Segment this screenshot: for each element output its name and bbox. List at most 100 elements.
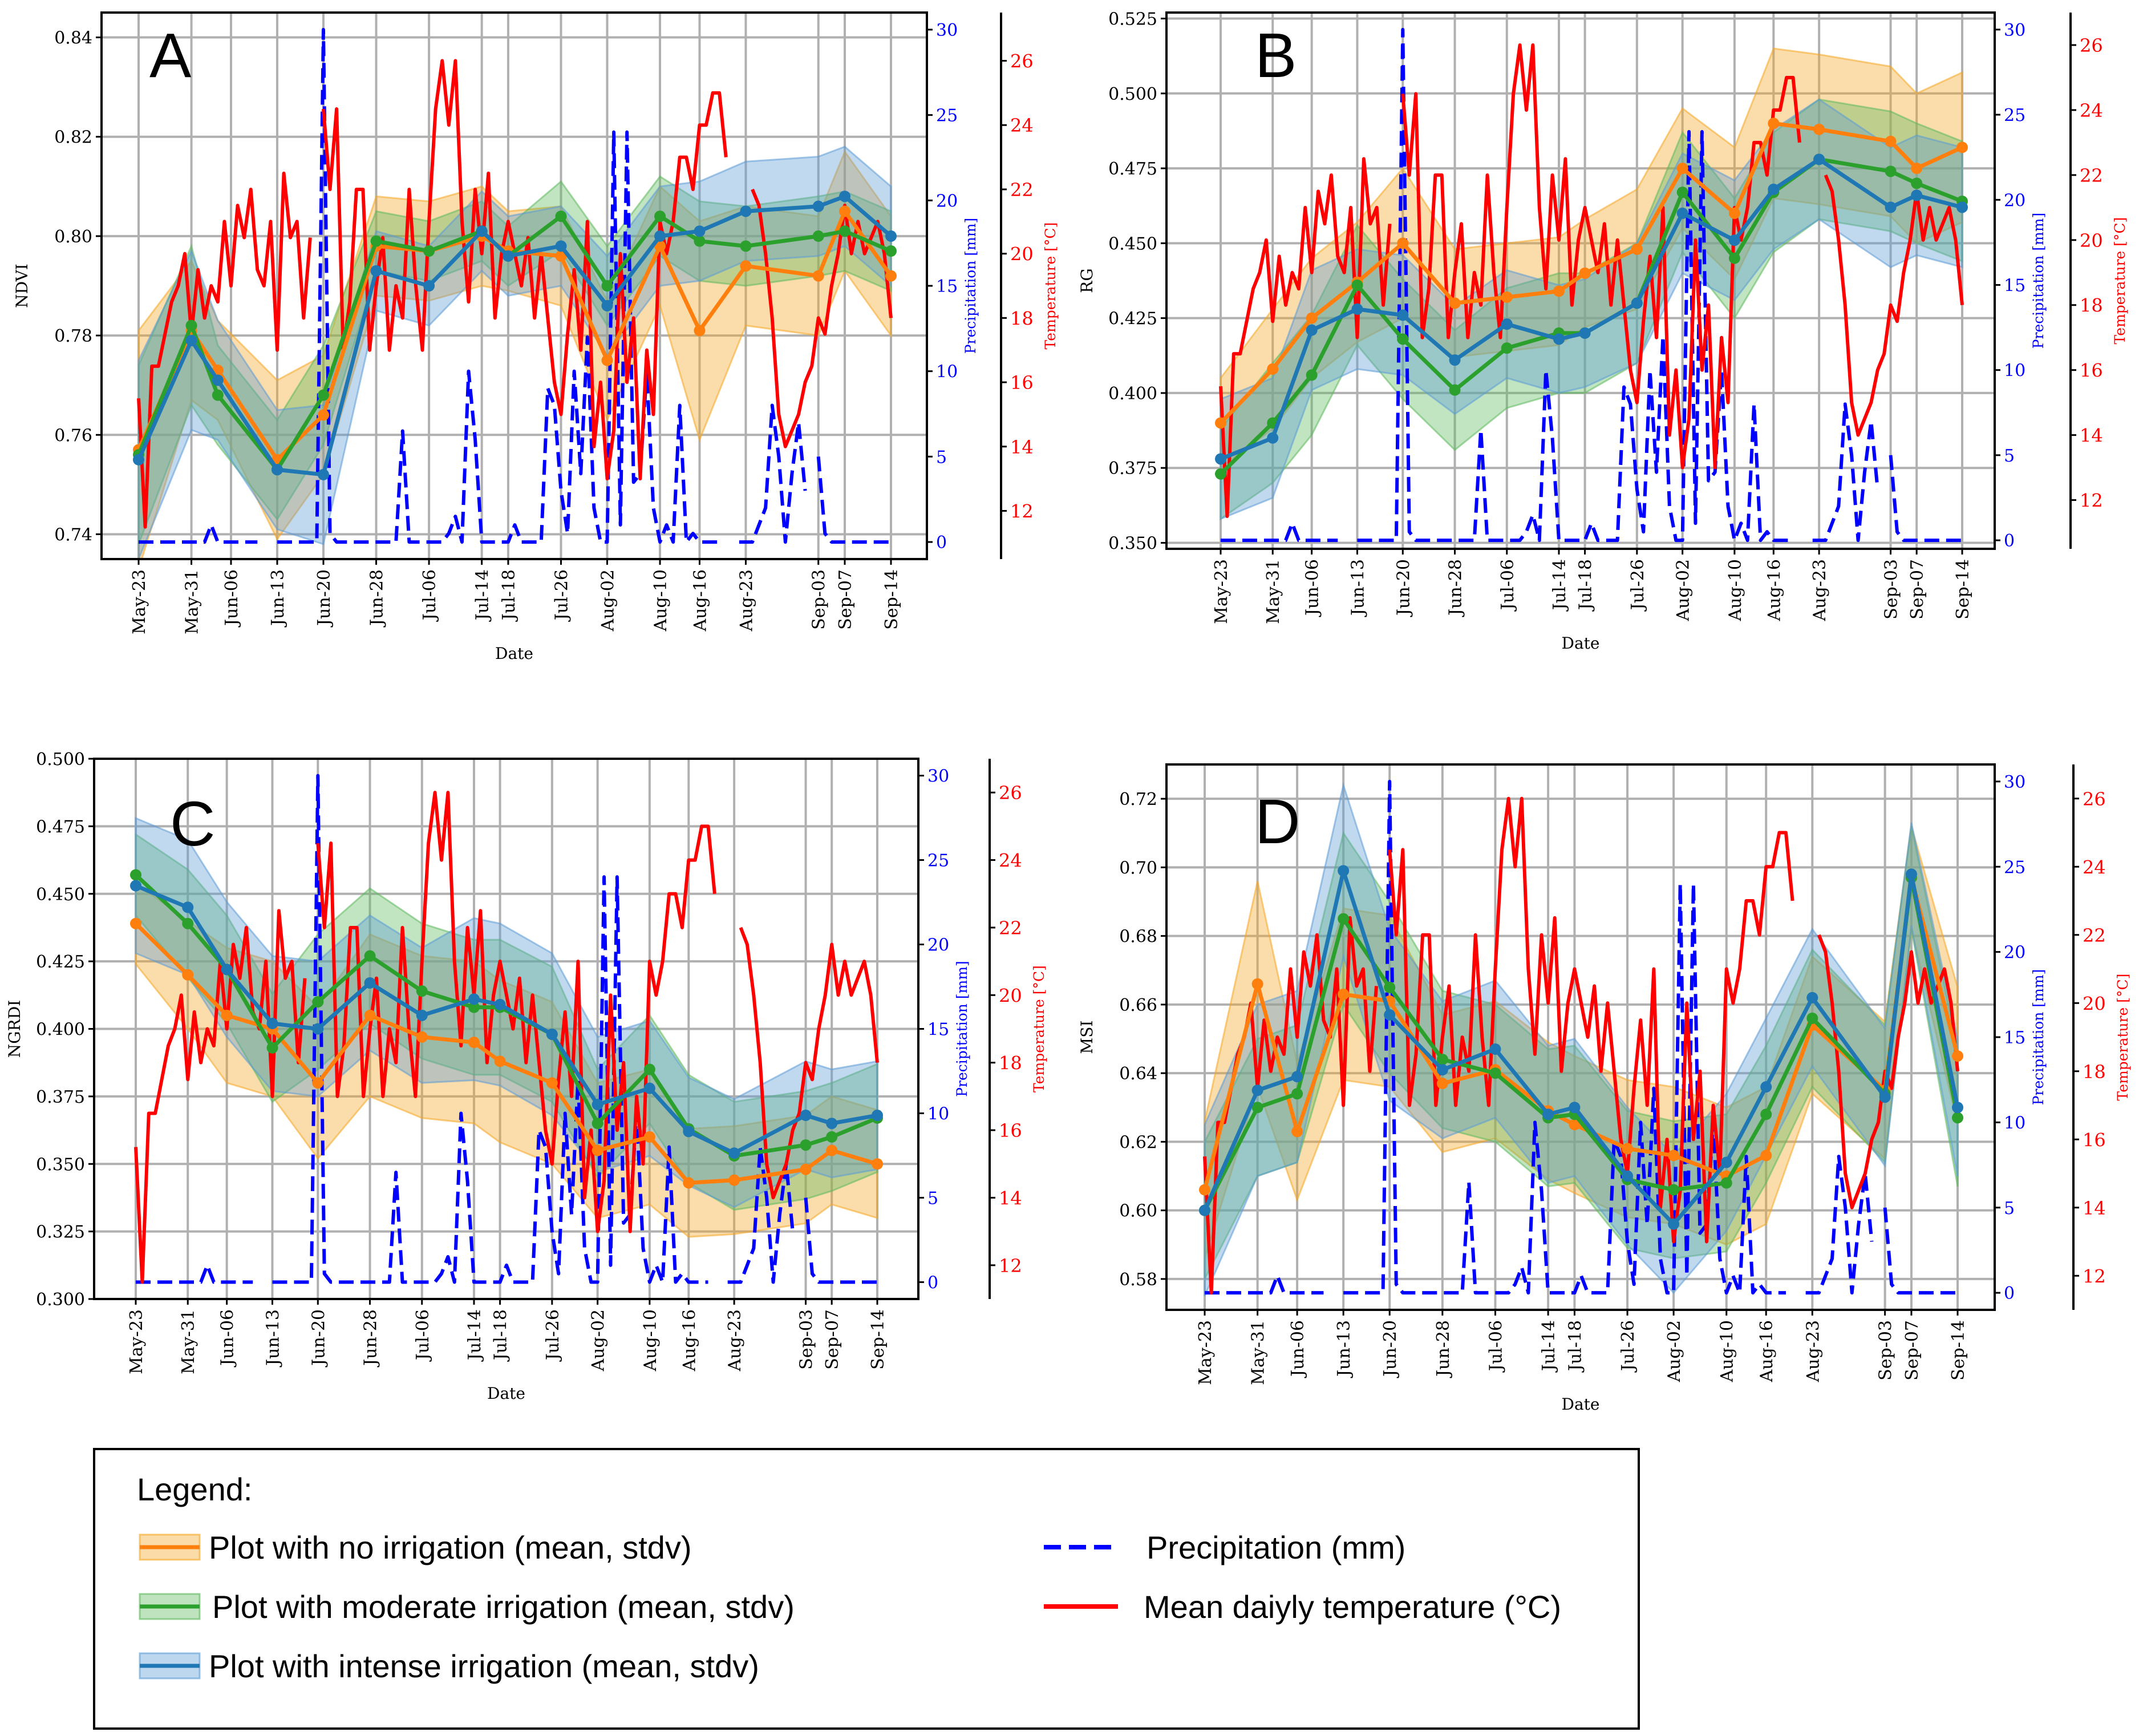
panel-d-temp-tick-label: 24 [2083,856,2106,878]
panel-d-precip-tick-label: 30 [2004,772,2025,792]
panel-a-point-no-irrigation-14 [812,270,824,282]
panel-b-point-no-irrigation-16 [1956,141,1968,153]
panel-b-point-intense-irrigation-13 [1813,153,1825,165]
legend-label-temperature: Mean daiyly temperature (°C) [1144,1589,1561,1625]
panel-a-point-intense-irrigation-8 [502,250,514,262]
panel-c-xtick-label: Aug-10 [641,1309,661,1372]
panel-d-precip-axis-label: Precipitation [mm] [2030,969,2047,1106]
panel-d-point-intense-irrigation-6 [1489,1043,1501,1055]
panel-a-temp-tick-label: 24 [1010,115,1034,136]
panel-c-point-intense-irrigation-15 [826,1118,838,1130]
panel-d-point-moderate-irrigation-1 [1251,1102,1263,1114]
panel-d-ytick-label: 0.72 [1119,790,1157,810]
panel-b-frame [1165,11,1996,550]
panel-b-precipitation-line-0 [1221,521,1338,543]
panel-d-letter: D [1255,787,1300,857]
panel-d-point-no-irrigation-8 [1569,1119,1581,1131]
panel-c-point-moderate-irrigation-10 [592,1118,603,1130]
panel-b-xtick-label: Jun-28 [1446,559,1466,617]
panel-a-ytick-label: 0.82 [54,128,92,148]
panel-c-precip-tick-label: 10 [927,1104,949,1124]
panel-c-point-no-irrigation-8 [494,1055,506,1067]
legend-item-precipitation: Precipitation (mm) [1044,1529,1405,1565]
panel-d-precip-tick-label: 25 [2004,857,2025,877]
panel-b-ytick-label: 0.400 [1108,384,1157,404]
panel-d-xtick-label: Jul-26 [1618,1320,1638,1373]
panel-d-point-intense-irrigation-9 [1622,1170,1634,1182]
panel-b-point-no-irrigation-6 [1501,291,1513,303]
panel-a-point-moderate-irrigation-13 [740,240,752,252]
panel-b-point-moderate-irrigation-11 [1728,252,1740,264]
panel-a-xtick-label: May-31 [183,569,202,634]
panel-d-xtick-label: May-23 [1196,1320,1216,1385]
panel-b-precip-tick-label: 10 [2004,361,2025,381]
panel-b-point-moderate-irrigation-10 [1676,187,1688,199]
panel-c-xtick-label: Jun-13 [263,1309,283,1367]
panel-b-point-moderate-irrigation-6 [1501,342,1513,354]
panel-a-point-moderate-irrigation-5 [370,235,382,247]
panel-c-xtick-label: Aug-23 [725,1309,745,1372]
panel-d-point-intense-irrigation-10 [1668,1218,1680,1230]
panel-b-xtick-label: Jul-06 [1498,559,1518,612]
panel-b-xtick-label: May-23 [1212,559,1231,624]
panel-d-point-no-irrigation-12 [1760,1150,1772,1162]
panel-b-point-intense-irrigation-7 [1553,333,1565,345]
panel-b-precip-tick-label: 25 [2004,106,2025,126]
panel-d-ytick-label: 0.64 [1119,1064,1157,1084]
panel-a-xtick-label: Jun-13 [268,569,288,628]
panel-a-point-intense-irrigation-5 [370,265,382,277]
panel-b-precip-tick-label: 30 [2004,21,2025,41]
panel-c-point-intense-irrigation-9 [546,1028,558,1040]
panel-c-xtick-label: Sep-14 [868,1309,888,1370]
panel-c-point-intense-irrigation-0 [130,880,141,892]
panel-b-ytick-label: 0.350 [1108,533,1157,553]
panel-b-point-no-irrigation-7 [1553,285,1565,297]
panel-c-xtick-label: May-31 [179,1309,198,1374]
panel-b-point-moderate-irrigation-5 [1449,384,1461,396]
panel-a-xtick-label: Jul-06 [420,569,440,622]
panel-b-point-intense-irrigation-14 [1885,201,1897,213]
panel-d-ytick-label: 0.62 [1119,1132,1157,1152]
panel-a-point-moderate-irrigation-1 [185,319,197,331]
panel-b-xtick-label: Jun-13 [1348,559,1368,617]
panel-a-plot-content [133,27,897,559]
panel-d-point-moderate-irrigation-16 [1952,1112,1963,1124]
panel-c-point-intense-irrigation-13 [728,1147,740,1159]
panel-b-temp-tick-label: 14 [2080,425,2103,447]
panel-d-band-moderate-irrigation [1204,825,1959,1280]
panel-c-point-no-irrigation-13 [728,1174,740,1186]
panel-d-point-intense-irrigation-8 [1569,1102,1581,1114]
panel-b-xtick-label: Aug-23 [1810,559,1830,622]
panel-d-point-no-irrigation-10 [1668,1150,1680,1162]
panel-c-point-no-irrigation-2 [221,1009,233,1021]
panel-d-point-intense-irrigation-1 [1251,1085,1263,1096]
panel-d-point-no-irrigation-2 [1291,1126,1303,1138]
panel-c-point-intense-irrigation-3 [266,1018,278,1030]
panel-d-point-intense-irrigation-12 [1760,1081,1772,1093]
panel-b-point-no-irrigation-11 [1728,207,1740,219]
panel-a-point-intense-irrigation-4 [317,468,329,480]
panel-a-point-no-irrigation-16 [885,270,897,282]
panel-b-xtick-label: Aug-10 [1725,559,1745,622]
legend-label-intense-irrigation: Plot with intense irrigation (mean, stdv… [209,1648,759,1684]
panel-c-point-intense-irrigation-4 [312,1023,324,1035]
panel-c-temperature-line-2 [739,926,879,1200]
panel-d-xtick-label: Sep-03 [1876,1320,1896,1381]
panel-d-ytick-label: 0.60 [1119,1201,1157,1221]
panel-c: 0.300 0.325 0.350 0.375 0.400 0.425 0.450 0.475… [5,750,1047,1403]
panel-b-point-intense-irrigation-6 [1501,318,1513,330]
panel-c-ytick-label: 0.500 [36,750,85,770]
panel-b-point-intense-irrigation-16 [1956,201,1968,213]
panel-d-xtick-label: Sep-14 [1948,1320,1968,1381]
panel-c-point-moderate-irrigation-1 [182,917,194,929]
panel-a-point-intense-irrigation-13 [740,205,752,217]
panel-d-xtick-label: Jul-14 [1539,1320,1559,1373]
panel-a-xtick-label: Jun-06 [222,569,242,628]
panel-c-xtick-label: Jun-06 [218,1309,238,1367]
panel-d-temp-tick-label: 16 [2083,1129,2106,1151]
panel-c-ytick-label: 0.350 [36,1155,85,1175]
panel-c-precipitation-line-2 [727,1145,795,1284]
panel-c-xtick-label: Aug-02 [589,1309,609,1372]
panel-d-point-intense-irrigation-11 [1720,1156,1732,1168]
panel-b-point-no-irrigation-2 [1306,312,1318,324]
